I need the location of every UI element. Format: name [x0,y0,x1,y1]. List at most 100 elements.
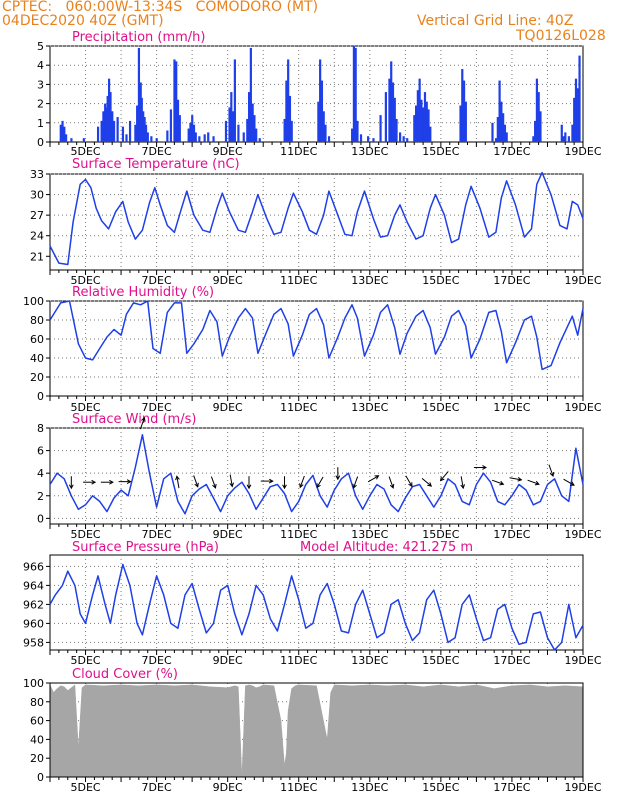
wind-frame [49,427,584,525]
precip-bar [498,80,501,142]
precip-bar [137,47,141,142]
precip-bar [283,118,286,142]
rh-ytick-label: 40 [30,352,44,365]
wind-arrow-shaft [316,476,324,488]
temp-xtick-label: 13DEC [351,274,388,287]
temp-xtick-label: 9DEC [213,274,243,287]
precip-bar [128,120,132,142]
wind-ytick-label: 8 [37,422,44,435]
wind-arrow-head [246,484,252,490]
precip-bar [393,97,396,142]
wind-arrow-shaft [388,476,394,489]
precip-bar [288,95,292,142]
wind-arrow-head [212,483,217,489]
temp-ytick-label: 30 [30,189,44,202]
precip-bar [406,138,409,142]
precip-bar [194,132,197,142]
wind-xtick-label: 13DEC [351,528,388,541]
precip-bar [574,78,578,142]
wind-arrow-shaft [367,475,379,483]
cloud-ytick-label: 60 [30,715,44,728]
wind-arrow-head [374,475,380,480]
rh-frame [49,300,584,397]
rh-xtick-label: 19DEC [564,401,601,414]
precip-bar [384,92,387,142]
precip-xtick-label: 15DEC [422,145,459,158]
precip-bar [107,78,111,142]
wind-arrow-head [68,484,74,490]
wind-arrow-head [517,476,523,482]
temp-ytick-label: 21 [30,250,44,263]
cloud-xtick-label: 17DEC [493,781,530,794]
press-xtick-label: 5DEC [70,654,100,667]
cloud-xtick-label: 11DEC [280,781,317,794]
precip-bar [320,80,324,142]
precip-bar [425,101,428,142]
wind-arrow-shaft [421,477,432,487]
precip-bar [423,92,427,142]
precip-ytick-label: 2 [37,98,44,111]
wind-arrow-head [335,475,341,481]
wind-arrow-head [91,479,97,485]
wind-arrow-shaft [299,475,305,488]
precip-bar [173,59,176,142]
precip-bar [354,47,357,142]
precip-bar [142,111,145,142]
wind-arrow-head [499,480,505,486]
wind-xtick-label: 19DEC [564,528,601,541]
wind-ytick-label: 6 [37,445,44,458]
precip-bar [96,126,100,142]
press-xtick-label: 17DEC [493,654,530,667]
cloud-area [49,684,584,778]
rh-xtick-label: 7DEC [142,401,172,414]
wind-arrow-head [141,416,146,422]
cloud-ytick-label: 40 [30,733,44,746]
press-frame [49,554,584,651]
wind-arrow-shaft [176,476,180,489]
precip-xtick-label: 11DEC [280,145,317,158]
cloud-xtick-label: 7DEC [142,781,172,794]
precip-bar [413,115,416,142]
precip-bar [390,61,393,142]
wind-arrow-shaft [440,471,449,481]
temp-xtick-label: 17DEC [493,274,530,287]
precip-bar [246,118,249,142]
precip-bar [327,136,331,142]
precip-ytick-label: 4 [37,59,44,72]
precip-bar [560,124,563,142]
cloud-xtick-label: 5DEC [70,781,100,794]
precip-bar [462,80,466,142]
press-xtick-label: 15DEC [422,654,459,667]
wind-arrow-head [482,465,487,470]
cloud-frame-overlay [49,682,584,778]
rh-ytick-label: 20 [30,371,44,384]
press-xtick-label: 9DEC [213,654,243,667]
precip-bar [109,92,112,142]
temp-ytick-label: 24 [30,230,44,243]
precip-bar [535,78,539,142]
wind-arrow-head [460,484,465,490]
wind-arrow-head [534,480,540,486]
precip-bar [253,115,256,142]
precip-bar [242,132,245,142]
wind-xtick-label: 9DEC [213,528,243,541]
precip-bar [125,134,128,142]
precip-xtick-label: 19DEC [564,145,601,158]
precip-bar [144,124,148,142]
precip-bar [399,132,402,142]
cloud-ytick-label: 0 [37,771,44,784]
precip-bar [352,46,356,142]
temp-ytick-label: 33 [30,168,44,181]
precip-bar [359,134,363,142]
precip-ytick-label: 0 [37,136,44,149]
wind-arrow-shaft [460,476,464,489]
wind-arrow-head [269,478,274,484]
temp-frame [49,173,584,271]
wind-arrow-head [126,479,132,485]
wind-ytick-label: 4 [37,467,44,480]
precip-bar [176,99,180,142]
press-series-line [49,563,584,651]
precip-bar [322,111,325,142]
press-title: Surface Pressure (hPa) [72,540,219,555]
